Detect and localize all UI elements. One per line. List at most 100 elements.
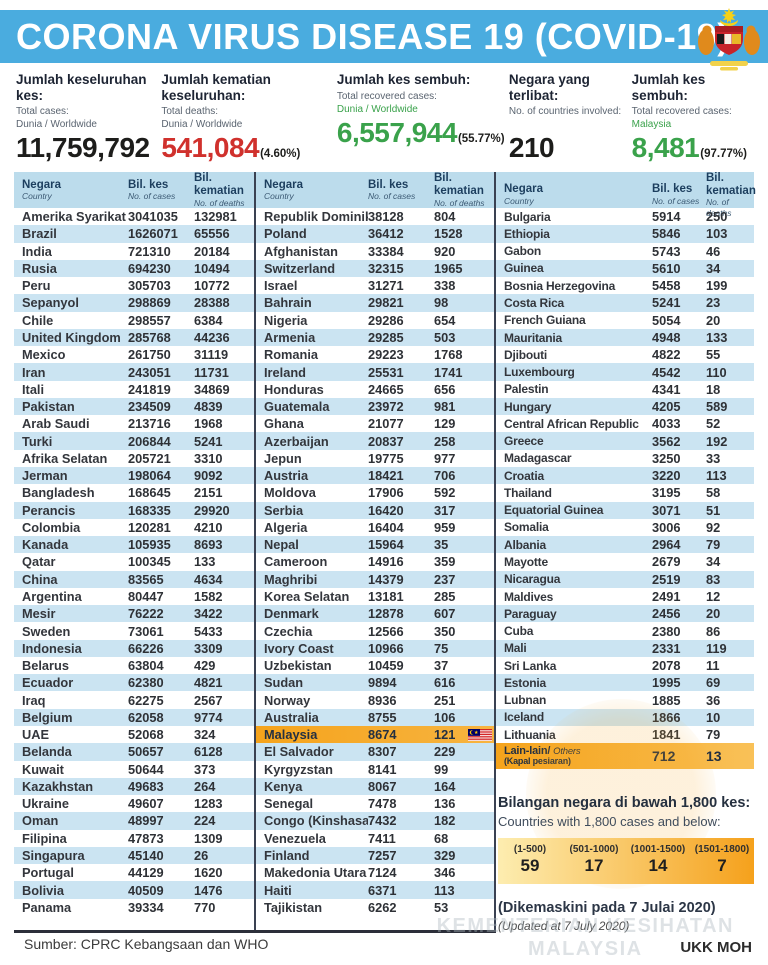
cases-value: 4341	[652, 381, 681, 397]
table-header: Negara Country Bil. kes No. of cases Bil. …	[256, 172, 494, 209]
country-name: Mauritania	[504, 330, 563, 345]
table-row: El Salvador 8307 229	[256, 743, 494, 761]
header-cases-en: No. of cases	[368, 191, 416, 202]
deaths-value: 20	[706, 312, 721, 328]
table-row: Sri Lanka 2078 11	[496, 657, 754, 674]
country-name: El Salvador	[264, 744, 334, 760]
country-name: Lubnan	[504, 693, 547, 708]
category-range: (1001-1500)	[630, 844, 686, 856]
table-row: Estonia 1995 69	[496, 674, 754, 692]
header-deaths: Bil. kematian	[706, 172, 756, 197]
table-row: Senegal 7478 136	[256, 795, 494, 812]
cases-value: 2078	[652, 658, 681, 674]
deaths-value: 68	[434, 830, 449, 846]
header-deaths-en: No. of deaths	[706, 197, 732, 218]
category-cell: (1-500) 59	[498, 838, 562, 884]
category-cell: (501-1000) 17	[562, 838, 626, 884]
deaths-value: 1620	[194, 865, 223, 881]
table-row: Guinea 5610 34	[496, 259, 754, 278]
deaths-value: 3309	[194, 640, 223, 656]
cases-value: 7124	[368, 865, 397, 881]
table-row: Perancis 168335 29920	[14, 501, 254, 519]
deaths-value: 1968	[194, 416, 223, 432]
deaths-value: 23	[706, 295, 721, 311]
updated-date-my: (Dikemaskini pada 7 Julai 2020)	[498, 900, 716, 917]
cases-value: 243051	[128, 364, 171, 380]
table-row: Republik Dominika 38128 804	[256, 208, 494, 225]
stat-percentage: (97.77%)	[700, 148, 747, 161]
deaths-value: 9774	[194, 709, 223, 725]
header-cases-en: No. of cases	[652, 196, 700, 207]
category-count: 17	[584, 856, 604, 876]
cases-value: 66226	[128, 640, 164, 656]
cases-value: 2331	[652, 640, 681, 656]
country-name: Bosnia Herzegovina	[504, 278, 616, 293]
table-row: Sweden 73061 5433	[14, 622, 254, 639]
country-name: Sudan	[264, 675, 304, 691]
country-name: Maldives	[504, 589, 554, 604]
deaths-value: 324	[194, 727, 216, 743]
country-name: United Kingdom	[22, 330, 121, 346]
table-row: Ivory Coast 10966 75	[256, 639, 494, 657]
deaths-value: 36	[706, 692, 721, 708]
country-name: Filipina	[22, 830, 67, 846]
country-name: Mesir	[22, 606, 56, 622]
table-row: Peru 305703 10772	[14, 277, 254, 294]
country-name: Kenya	[264, 778, 303, 794]
deaths-value: 34869	[194, 381, 230, 397]
cases-value: 49683	[128, 778, 164, 794]
country-name: Mali	[504, 641, 527, 656]
table-row: Afrika Selatan 205721 3310	[14, 450, 254, 467]
cases-value: 7411	[368, 830, 396, 846]
table-row: Czechia 12566 350	[256, 622, 494, 639]
cases-value: 2491	[652, 589, 681, 604]
deaths-value: 981	[434, 399, 456, 415]
table-row: Austria 18421 706	[256, 467, 494, 485]
table-row: Kenya 8067 164	[256, 777, 494, 796]
table-rows: Amerika Syarikat 3041035 132981 Brazil 16260…	[14, 208, 254, 916]
country-name: Makedonia Utara	[264, 865, 367, 881]
table-row: Colombia 120281 4210	[14, 519, 254, 536]
table-row: Chile 298557 6384	[14, 312, 254, 329]
country-name: Kyrgyzstan	[264, 761, 333, 777]
cases-value: 25531	[368, 364, 404, 380]
country-name: Afrika Selatan	[22, 450, 108, 466]
country-name: Australia	[264, 709, 319, 725]
deaths-value: 119	[706, 640, 727, 656]
deaths-value: 52	[706, 416, 721, 432]
table-row: Bolivia 40509 1476	[14, 881, 254, 899]
stat-value: 8,481	[631, 132, 700, 164]
cases-value: 12878	[368, 606, 404, 622]
cases-value: 2679	[652, 554, 681, 570]
table-row: Equatorial Guinea 3071 51	[496, 501, 754, 519]
country-table: Negara Country Bil. kes No. of cases Bil. …	[14, 172, 756, 934]
stat-value: 541,084	[161, 132, 260, 164]
table-row: Sepanyol 298869 28388	[14, 294, 254, 312]
deaths-value: 329	[434, 847, 456, 863]
deaths-value: 258	[434, 433, 456, 449]
cases-value: 213716	[128, 416, 171, 432]
stat-scope	[509, 118, 624, 131]
stat-scope: Dunia / Worldwide	[161, 119, 243, 131]
country-name: Equatorial Guinea	[504, 503, 604, 518]
stat-value: 11,759,792	[16, 132, 150, 164]
country-name: Chile	[22, 312, 54, 328]
summary-box: Bilangan negara di bawah 1,800 kes: Coun…	[498, 795, 754, 885]
country-name: Israel	[264, 278, 298, 294]
deaths-value: 121	[434, 727, 456, 743]
deaths-value: 2567	[194, 692, 223, 708]
deaths-value: 359	[434, 554, 456, 570]
deaths-value: 136	[434, 796, 456, 812]
cases-value: 5846	[652, 226, 681, 242]
deaths-value: 192	[706, 433, 728, 449]
deaths-value: 6128	[194, 744, 223, 760]
table-row: Arab Saudi 213716 1968	[14, 415, 254, 432]
table-row: Denmark 12878 607	[256, 605, 494, 623]
deaths-value: 86	[706, 623, 721, 639]
table-row: Nicaragua 2519 83	[496, 570, 754, 588]
header-deaths: Bil. kematian	[434, 172, 484, 197]
stat-recovered-malaysia: Jumlah kes sembuh: Total recovered cases…	[632, 72, 762, 164]
table-row: Mexico 261750 31119	[14, 346, 254, 363]
table-row: Madagascar 3250 33	[496, 450, 754, 467]
country-name: Pakistan	[22, 399, 75, 415]
